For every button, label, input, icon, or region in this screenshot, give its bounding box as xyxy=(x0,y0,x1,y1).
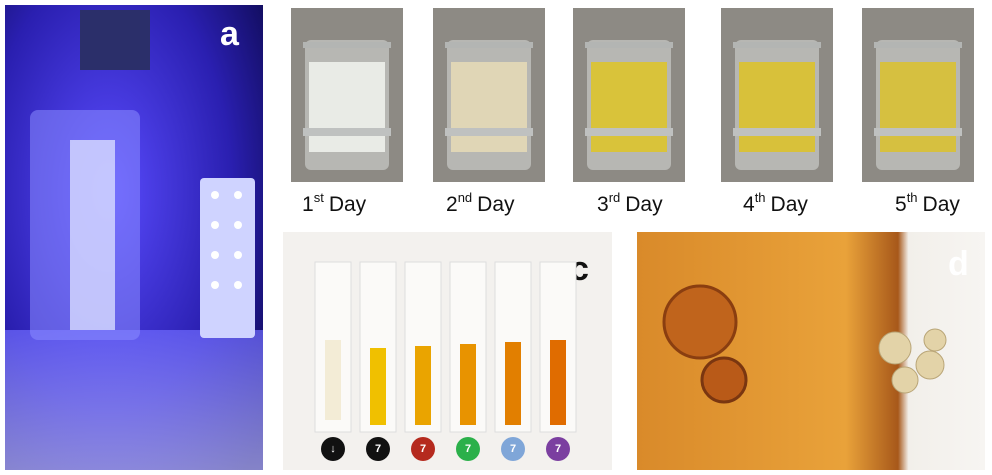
badge-label: 7 xyxy=(420,443,426,455)
badge-label: ↓ xyxy=(330,443,336,455)
day-number: 1 xyxy=(302,193,314,216)
day-label: 4th Day xyxy=(743,190,808,216)
panel-c: c ↓ 7 7 7 7 7 xyxy=(283,232,612,470)
day-photo xyxy=(573,8,685,182)
day-word: Day xyxy=(923,193,961,216)
cuvette-liquid xyxy=(415,346,431,425)
panel-label: a xyxy=(220,15,240,53)
ring xyxy=(874,128,962,136)
culture xyxy=(880,62,956,152)
day-suffix: th xyxy=(755,190,766,205)
panel-label: d xyxy=(948,245,969,283)
ring xyxy=(445,42,533,48)
day-suffix: th xyxy=(907,190,918,205)
ring xyxy=(733,42,821,48)
ring xyxy=(585,42,673,48)
day-word: Day xyxy=(477,193,515,216)
day-word: Day xyxy=(329,193,367,216)
day-number: 4 xyxy=(743,193,755,216)
day-photo xyxy=(862,8,974,182)
day-label: 3rd Day xyxy=(597,190,663,216)
badge xyxy=(456,437,480,461)
day-number: 2 xyxy=(446,193,458,216)
day-label: 1st Day xyxy=(302,190,367,216)
ring xyxy=(303,42,391,48)
day-suffix: st xyxy=(314,190,325,205)
ring xyxy=(733,128,821,136)
day-suffix: rd xyxy=(609,190,621,205)
day-suffix: nd xyxy=(458,190,472,205)
ring xyxy=(874,42,962,48)
day-photo xyxy=(433,8,545,182)
cuvette-liquid xyxy=(370,348,386,425)
badge xyxy=(321,437,345,461)
culture xyxy=(451,62,527,152)
badge xyxy=(546,437,570,461)
panel-a: a xyxy=(5,5,263,470)
cuvette-liquid xyxy=(325,340,341,420)
badge xyxy=(366,437,390,461)
culture xyxy=(591,62,667,152)
badge-label: 7 xyxy=(510,443,516,455)
culture xyxy=(739,62,815,152)
day-photo xyxy=(721,8,833,182)
day-word: Day xyxy=(771,193,809,216)
cuvette-liquid xyxy=(550,340,566,425)
day-label: 2nd Day xyxy=(446,190,515,216)
cuvette-liquid xyxy=(505,342,521,425)
badge-label: 7 xyxy=(555,443,561,455)
ring xyxy=(585,128,673,136)
badge xyxy=(411,437,435,461)
panel-d: d xyxy=(637,232,985,470)
day-number: 5 xyxy=(895,193,907,216)
day-number: 3 xyxy=(597,193,609,216)
day-word: Day xyxy=(625,193,663,216)
culture xyxy=(309,62,385,152)
cuvette-liquid xyxy=(460,344,476,425)
day-label: 5th Day xyxy=(895,190,960,216)
badge xyxy=(501,437,525,461)
badge-label: 7 xyxy=(465,443,471,455)
ring xyxy=(303,128,391,136)
ring xyxy=(445,128,533,136)
day-photo xyxy=(291,8,403,182)
badge-label: 7 xyxy=(375,443,381,455)
